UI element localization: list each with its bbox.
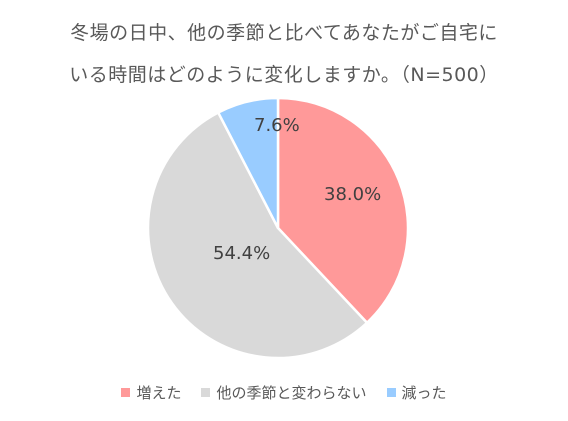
legend-swatch-decreased bbox=[386, 388, 396, 397]
legend-label-unchanged: 他の季節と変わらない bbox=[216, 384, 367, 402]
pie-label-decreased: 7.6% bbox=[254, 115, 300, 136]
legend-item-decreased: 減った bbox=[386, 382, 447, 403]
legend-label-decreased: 減った bbox=[401, 384, 447, 402]
pie-label-unchanged: 54.4% bbox=[213, 243, 270, 264]
chart-title-line-1: 冬場の日中、他の季節と比べてあなたがご自宅に bbox=[70, 22, 498, 44]
legend-swatch-unchanged bbox=[201, 388, 211, 397]
legend-label-increased: 増えた bbox=[136, 384, 182, 402]
legend-item-unchanged: 他の季節と変わらない bbox=[201, 382, 367, 403]
chart-title-line-2: いる時間はどのように変化しますか。（N=500） bbox=[69, 64, 499, 86]
pie-label-increased: 38.0% bbox=[324, 184, 381, 205]
chart-title: 冬場の日中、他の季節と比べてあなたがご自宅に いる時間はどのように変化しますか。… bbox=[0, 12, 568, 96]
pie-slice-decreased bbox=[217, 96, 280, 230]
legend-swatch-increased bbox=[121, 388, 131, 397]
chart-legend: 増えた 他の季節と変わらない 減った bbox=[0, 382, 568, 403]
pie-slice-increased bbox=[276, 96, 410, 325]
legend-item-increased: 増えた bbox=[121, 382, 181, 403]
pie-slice-unchanged bbox=[146, 111, 369, 360]
